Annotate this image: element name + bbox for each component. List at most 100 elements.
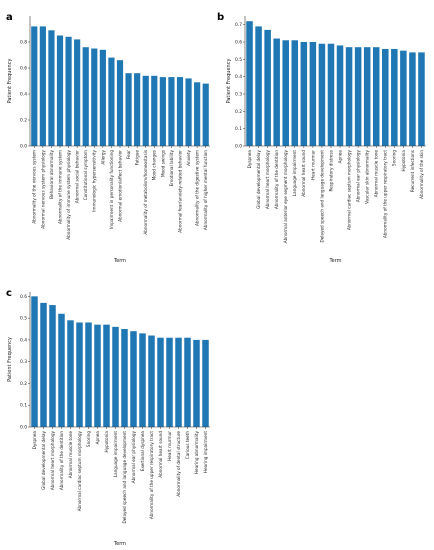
- bar: [99, 49, 106, 146]
- x-tick-label: Abnormal cardiac septum morphology: [77, 430, 82, 511]
- x-tick-label: Abnormality of the dentition: [274, 150, 279, 209]
- x-tick-label: Hearing impairment: [203, 431, 208, 473]
- y-tick-label: 0.6: [235, 40, 242, 46]
- bar: [82, 47, 89, 147]
- bar: [418, 52, 425, 146]
- x-tick-label: Abnormality of the nervous system: [32, 150, 37, 224]
- x-tick-label: Abnormal social behavior: [75, 150, 80, 203]
- y-tick-label: 0.2: [20, 118, 27, 124]
- bar: [151, 75, 158, 146]
- bar: [58, 313, 65, 427]
- y-axis-title: Patient Frequency: [7, 59, 13, 104]
- bar: [166, 337, 173, 427]
- x-tick-label: Abnormal muscle tone: [374, 150, 379, 198]
- bar: [139, 333, 146, 427]
- bar: [354, 47, 362, 147]
- x-tick-label: Hearing abnormality: [194, 430, 199, 474]
- y-tick-label: 0.4: [20, 92, 27, 98]
- x-axis-title: Term: [328, 258, 341, 264]
- x-tick-label: Abnormal cardiac septum morphology: [346, 149, 351, 230]
- x-tick-label: Abnormality of the dentition: [59, 431, 64, 490]
- y-tick-label: 0.6: [20, 294, 27, 300]
- bar: [202, 339, 209, 427]
- bar: [125, 73, 132, 146]
- bar: [48, 30, 55, 146]
- x-tick-label: Abnormal muscle tone: [68, 431, 73, 479]
- x-tick-label: Abnormal ear physiology: [131, 430, 136, 483]
- x-tick-label: Abnormal nervous system physiology: [40, 149, 45, 228]
- x-tick-label: Carious teeth: [185, 431, 190, 460]
- x-tick-label: Abnormality of the upper respiratory tra…: [149, 431, 154, 519]
- x-tick-label: Abnormality of immune system physiology: [66, 149, 71, 239]
- panel-a: a 0.0 0.2 0.4 0.6 0.8 Abnormality of the nervo…: [6, 12, 210, 264]
- x-tick-label: Abnormality of metabolism/homeostasis: [143, 150, 148, 235]
- bar: [409, 52, 416, 146]
- y-axis-title: Patient Frequency: [7, 337, 13, 382]
- x-tick-label: Delayed speech and language development: [319, 150, 324, 243]
- bar: [185, 78, 192, 146]
- y-tick-label: 0.3: [235, 92, 242, 98]
- panel-c: c 0.0 0.1 0.2 0.3 0.4 0.5 0.6 Dyspnea Global deve…: [6, 288, 210, 547]
- bar: [264, 29, 271, 146]
- x-axis-title: Term: [113, 541, 126, 547]
- x-tick-label: Abnormality of dental structure: [176, 431, 181, 497]
- bar: [345, 47, 353, 147]
- x-tick-label: Hypotonia: [401, 150, 406, 172]
- bar: [39, 26, 46, 146]
- bar: [400, 50, 407, 146]
- x-tick-label: Constitutional symptom: [83, 150, 88, 200]
- x-tick-label: Mood swings: [160, 150, 165, 177]
- x-tick-label: Snoring: [86, 431, 91, 447]
- bar: [336, 45, 344, 146]
- bar: [121, 329, 128, 427]
- x-tick-label: Heart murmur: [310, 150, 315, 180]
- bar: [74, 39, 81, 146]
- bar: [142, 75, 149, 146]
- panel-letter: c: [6, 288, 12, 299]
- y-tick-label: 0.7: [235, 22, 242, 28]
- panel-letter: b: [217, 12, 224, 23]
- bar: [65, 36, 72, 146]
- x-tick-label: Abnormality of the skin: [419, 150, 424, 199]
- x-tick-label: Abnormal heart sound: [158, 431, 163, 478]
- bar: [255, 26, 262, 146]
- y-tick-label: 0.8: [20, 40, 27, 46]
- x-tick-label: Abnormal ear physiology: [356, 149, 361, 202]
- y-tick-label: 0.0: [20, 144, 27, 150]
- y-tick-label: 0.5: [20, 316, 27, 322]
- x-tick-label: Impairment in personality functioning: [109, 150, 114, 229]
- x-tick-label: Emotional lability: [169, 149, 174, 186]
- y-tick-label: 0.0: [20, 425, 27, 431]
- x-tick-label: Abnormal heart sound: [301, 150, 306, 197]
- x-tick-label: Apnea: [95, 431, 100, 445]
- bar: [300, 42, 308, 146]
- x-tick-label: Global developmental delay: [256, 149, 261, 208]
- bar: [202, 83, 209, 146]
- bar: [112, 326, 119, 427]
- x-tick-label: Dyspnea: [247, 150, 252, 169]
- y-tick-label: 0.3: [20, 359, 27, 365]
- x-tick-label: Snoring: [392, 150, 397, 166]
- x-tick-label: Immunologic hypersensitivity: [92, 149, 97, 211]
- y-tick-label: 0.6: [20, 66, 27, 72]
- bar: [327, 43, 335, 146]
- x-tick-label: Abnormal heart morphology: [265, 149, 270, 209]
- bar: [67, 320, 74, 427]
- y-tick-label: 0.4: [235, 74, 242, 80]
- x-axis-title: Term: [113, 258, 126, 264]
- x-tick-label: Abnormality of higher mental function: [203, 150, 208, 230]
- bar: [282, 40, 289, 147]
- bar: [372, 47, 380, 147]
- x-tick-label: Delayed speech and language development: [122, 431, 127, 524]
- x-tick-label: Fear: [126, 150, 131, 159]
- x-tick-label: Hypotonia: [104, 431, 109, 453]
- x-tick-label: Heart murmur: [167, 431, 172, 461]
- x-tick-label: Dyspnea: [32, 431, 37, 450]
- y-tick-label: 0.5: [235, 57, 242, 63]
- x-tick-label: Fatigue: [135, 150, 140, 166]
- bar: [134, 73, 141, 146]
- bar: [159, 77, 166, 146]
- y-tick-label: 0.4: [20, 337, 27, 343]
- x-tick-label: Abnormality of the immune system: [57, 150, 62, 224]
